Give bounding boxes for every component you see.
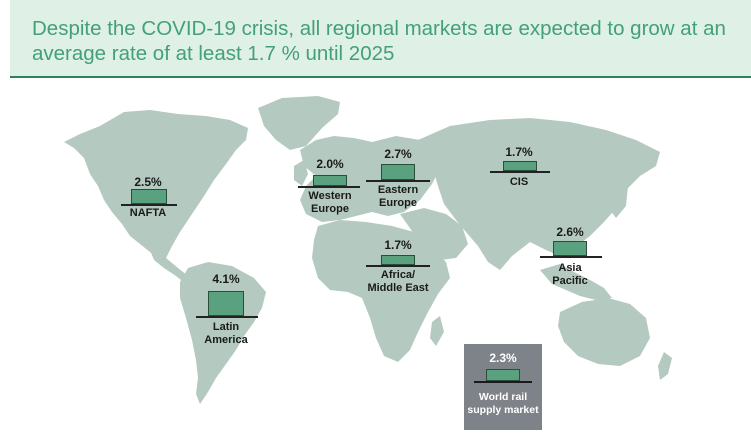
world-market-label: World rail supply market	[467, 391, 539, 416]
latin-america-growth-bar	[208, 291, 244, 316]
latin-america-baseline	[196, 316, 258, 318]
africa-middle-east-label: Africa/ Middle East	[367, 269, 429, 294]
nafta-growth-value: 2.5%	[134, 175, 162, 189]
cis-growth-bar	[503, 161, 537, 171]
western-europe-baseline	[298, 186, 360, 188]
eastern-europe-growth-bar	[381, 164, 415, 180]
europe-landmass	[300, 136, 440, 222]
africa-landmass	[312, 220, 450, 362]
eastern-europe-baseline	[366, 180, 430, 182]
world-market-box	[464, 344, 542, 430]
southeast-asia-islands	[540, 264, 612, 300]
madagascar-landmass	[430, 316, 444, 346]
africa-middle-east-growth-value: 1.7%	[384, 238, 412, 252]
world-growth-value: 2.3%	[489, 351, 517, 365]
eastern-europe-label: Eastern Europe	[377, 184, 419, 209]
asia-pacific-growth-bar	[553, 241, 587, 256]
cis-growth-value: 1.7%	[505, 145, 533, 159]
nafta-label: NAFTA	[129, 207, 167, 219]
western-europe-growth-bar	[313, 175, 347, 186]
world-baseline	[474, 381, 532, 383]
world-growth-bar	[486, 369, 520, 381]
latin-america-growth-value: 4.1%	[212, 272, 240, 286]
africa-middle-east-baseline	[366, 265, 430, 267]
north-america-landmass	[64, 110, 248, 266]
greenland-landmass	[258, 96, 340, 150]
nafta-baseline	[121, 204, 177, 206]
title-banner: Despite the COVID-19 crisis, all regiona…	[10, 0, 751, 78]
asia-pacific-label: Asia Pacific	[552, 262, 588, 287]
latin-america-label: Latin America	[204, 321, 248, 346]
asia-pacific-baseline	[540, 256, 602, 258]
middle-east-landmass	[400, 208, 468, 260]
new-zealand-landmass	[658, 352, 672, 380]
japan-landmass	[610, 182, 628, 218]
asia-pacific-growth-value: 2.6%	[556, 225, 584, 239]
british-isles-landmass	[294, 160, 308, 186]
page-title: Despite the COVID-19 crisis, all regiona…	[32, 17, 726, 65]
eastern-europe-growth-value: 2.7%	[384, 147, 412, 161]
africa-middle-east-growth-bar	[381, 255, 415, 265]
cis-baseline	[490, 171, 550, 173]
australia-landmass	[558, 298, 650, 366]
cis-label: CIS	[509, 176, 529, 188]
south-america-landmass	[180, 262, 266, 404]
nafta-growth-bar	[131, 189, 167, 204]
western-europe-growth-value: 2.0%	[316, 157, 344, 171]
western-europe-label: Western Europe	[308, 190, 352, 215]
asia-landmass	[418, 118, 660, 270]
